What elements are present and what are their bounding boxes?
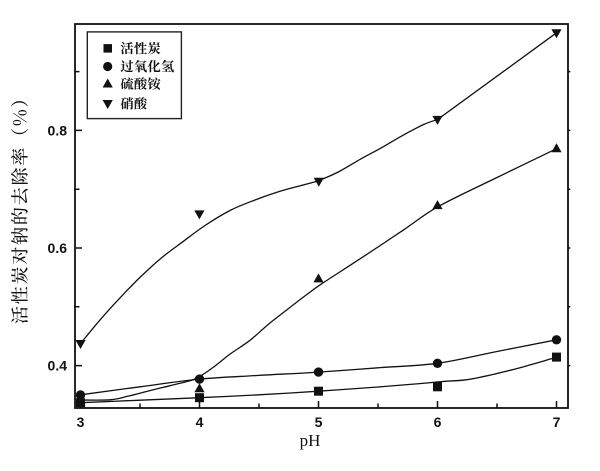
svg-text:5: 5 <box>315 414 323 430</box>
svg-text:0.8: 0.8 <box>48 122 68 138</box>
svg-text:pH: pH <box>300 431 321 450</box>
svg-text:3: 3 <box>77 414 85 430</box>
svg-text:0.6: 0.6 <box>48 240 68 256</box>
svg-text:7: 7 <box>553 414 561 430</box>
svg-text:4: 4 <box>196 414 204 430</box>
svg-text:0.4: 0.4 <box>48 358 68 374</box>
svg-text:6: 6 <box>434 414 442 430</box>
